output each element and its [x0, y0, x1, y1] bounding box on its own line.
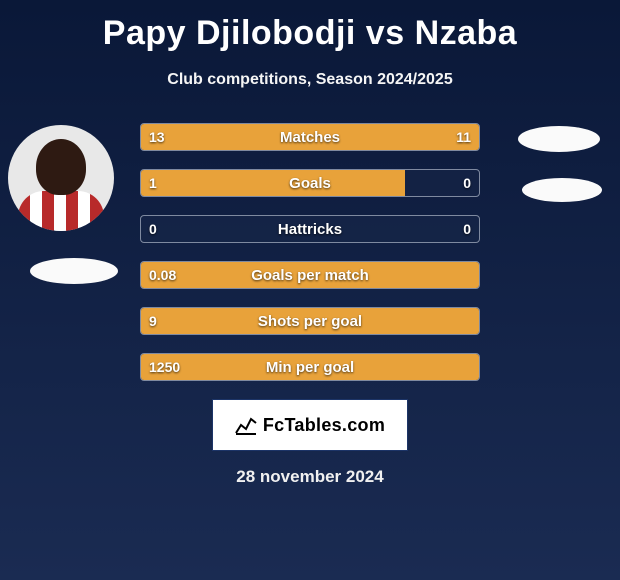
stat-row: 1Goals0: [140, 169, 480, 197]
stat-label: Matches: [141, 124, 479, 150]
stat-label: Min per goal: [141, 354, 479, 380]
stat-label: Goals: [141, 170, 479, 196]
stat-label: Shots per goal: [141, 308, 479, 334]
subtitle: Club competitions, Season 2024/2025: [0, 53, 620, 99]
stat-value-right: 11: [456, 124, 471, 150]
stat-row: 0Hattricks0: [140, 215, 480, 243]
stat-value-right: 0: [463, 216, 471, 242]
chart-icon: [235, 415, 257, 435]
stat-value-right: 0: [463, 170, 471, 196]
stat-label: Hattricks: [141, 216, 479, 242]
player-right-avatar: [518, 126, 600, 152]
date-text: 28 november 2024: [0, 467, 620, 487]
player-right-name-plate: [522, 178, 602, 202]
player-left-name-plate: [30, 258, 118, 284]
branding-box: FcTables.com: [212, 399, 408, 451]
branding-text: FcTables.com: [263, 415, 385, 436]
stat-row: 13Matches11: [140, 123, 480, 151]
stat-row: 9Shots per goal: [140, 307, 480, 335]
player-left-avatar: [8, 125, 114, 231]
stat-row: 0.08Goals per match: [140, 261, 480, 289]
stat-bars-container: 13Matches111Goals00Hattricks00.08Goals p…: [140, 123, 480, 381]
stat-label: Goals per match: [141, 262, 479, 288]
page-title: Papy Djilobodji vs Nzaba: [0, 0, 620, 53]
stat-row: 1250Min per goal: [140, 353, 480, 381]
